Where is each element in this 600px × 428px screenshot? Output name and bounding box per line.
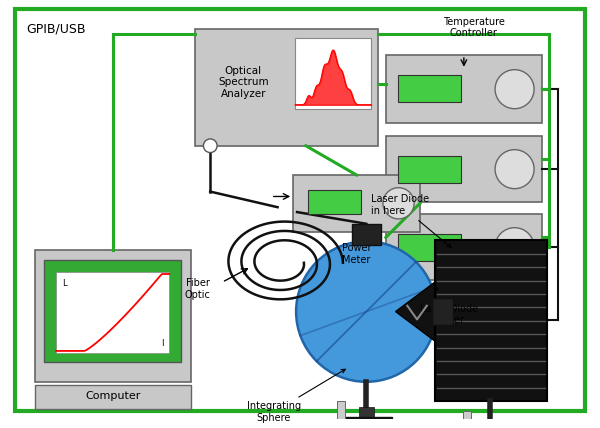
Text: Integrating
Sphere: Integrating Sphere [247,369,346,423]
Bar [398,74,461,102]
Text: L: L [62,279,67,288]
Bar [35,385,191,409]
Text: Optical
Spectrum
Analyzer: Optical Spectrum Analyzer [218,66,269,99]
Bar [359,407,374,417]
Text: Laser Diode
Mount: Laser Diode Mount [0,427,1,428]
Bar [56,272,169,353]
Bar [194,29,378,146]
Bar [295,39,371,109]
Text: GPIB/USB: GPIB/USB [26,23,86,36]
Circle shape [495,228,534,267]
Bar [35,250,191,382]
Bar [44,260,181,362]
Bar [398,155,461,183]
Text: Fiber
Optic: Fiber Optic [185,278,211,300]
Bar [352,224,381,245]
Bar [482,427,498,428]
Bar [386,136,542,202]
Bar [434,241,547,401]
Circle shape [203,139,217,152]
Bar [386,214,542,280]
Circle shape [495,150,534,189]
Bar [293,175,420,232]
Circle shape [495,70,534,109]
Text: Laser Diode
in here: Laser Diode in here [371,194,451,247]
Circle shape [383,188,414,219]
Text: I: I [161,339,163,348]
Bar [431,298,453,325]
Text: Temperature
Controller: Temperature Controller [443,17,505,39]
Bar [463,411,470,428]
Circle shape [296,241,437,382]
Bar [341,417,392,428]
Text: Laser Diode
Driver: Laser Diode Driver [420,304,478,325]
Polygon shape [395,282,434,341]
Bar [337,401,345,421]
Bar [386,55,542,123]
Text: Power
Meter: Power Meter [342,243,371,265]
Bar [308,190,361,214]
Text: Computer: Computer [85,392,140,401]
Bar [398,234,461,261]
